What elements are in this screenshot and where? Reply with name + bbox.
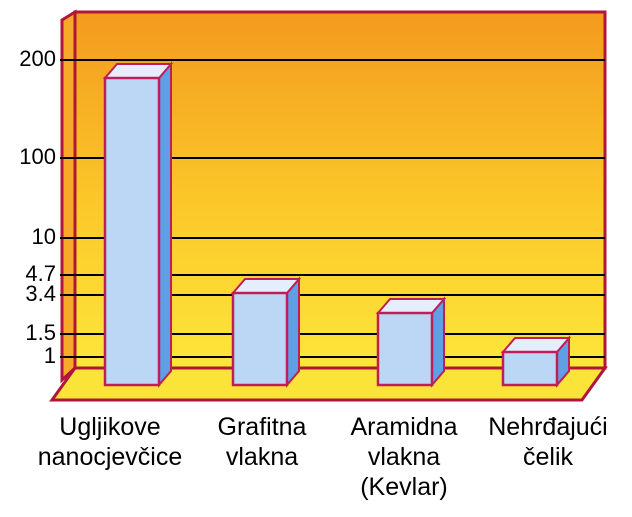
bar-front [501,350,559,387]
bar-top [375,298,447,314]
bar-front [376,311,434,387]
bar-side [286,276,300,388]
bar [102,61,174,388]
bar [375,296,447,388]
bar-top [102,63,174,79]
bar-front [103,76,161,387]
y-tick-label: 1.5 [25,320,56,345]
y-tick-label: 200 [19,46,56,71]
bar [230,276,302,388]
y-tick-label: 100 [19,144,56,169]
y-tick-label: 4.7 [25,261,56,286]
bar-side [158,61,172,388]
bar [500,335,572,388]
bar-top [500,337,572,353]
y-tick-label: 10 [32,224,56,249]
y-tick-label: 1 [44,343,56,368]
bar-top [230,278,302,294]
x-tick-label: Nehrđajući čelik [488,413,608,471]
left-wall [60,9,77,384]
x-tick-label: Aramidna vlakna (Kevlar) [350,413,458,501]
x-tick-label: Ugljikove nanocjevčice [37,413,183,471]
x-tick-label: Grafitna vlakna [217,413,307,471]
y-tick-label: 3.4 [25,281,56,306]
bar-front [231,291,289,387]
